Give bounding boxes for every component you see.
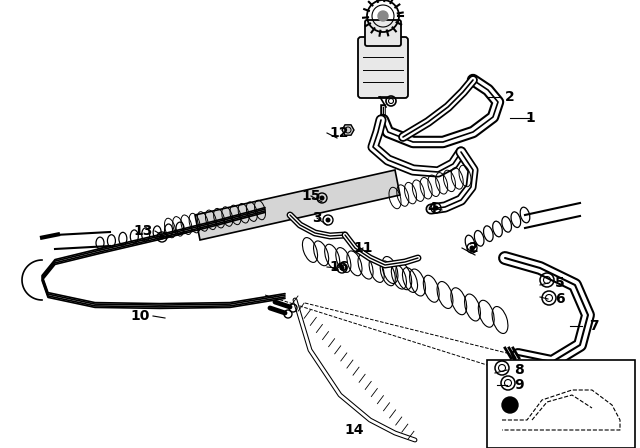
Polygon shape [342, 125, 354, 135]
Text: 4: 4 [427, 201, 437, 215]
Circle shape [470, 246, 474, 250]
Text: 12: 12 [329, 126, 349, 140]
Text: 11: 11 [353, 241, 372, 255]
Text: 7: 7 [589, 319, 599, 333]
Text: 2: 2 [469, 241, 479, 255]
Circle shape [502, 397, 518, 413]
Text: 1: 1 [525, 111, 535, 125]
Text: 5: 5 [555, 276, 565, 290]
Circle shape [339, 266, 344, 271]
Bar [487, 360, 635, 448]
Text: 16: 16 [330, 260, 349, 274]
Circle shape [319, 195, 324, 201]
Polygon shape [195, 170, 400, 240]
Text: 6: 6 [555, 292, 565, 306]
Text: 15: 15 [301, 189, 321, 203]
Text: 9: 9 [514, 378, 524, 392]
Text: 14: 14 [344, 423, 364, 437]
Text: 2: 2 [505, 90, 515, 104]
FancyBboxPatch shape [358, 37, 408, 98]
Text: 10: 10 [131, 309, 150, 323]
Circle shape [326, 217, 330, 223]
FancyBboxPatch shape [365, 20, 401, 46]
Circle shape [159, 234, 164, 240]
Text: 3: 3 [312, 211, 322, 225]
Circle shape [433, 206, 438, 211]
Text: 8: 8 [514, 363, 524, 377]
Circle shape [378, 11, 388, 21]
Text: 13: 13 [133, 224, 153, 238]
